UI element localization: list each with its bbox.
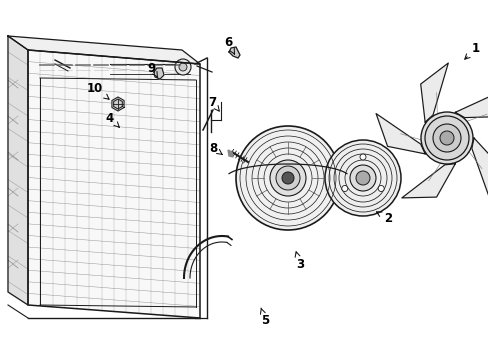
Polygon shape: [228, 47, 240, 58]
Polygon shape: [154, 68, 163, 79]
Text: 9: 9: [147, 62, 157, 77]
Polygon shape: [420, 63, 447, 122]
Text: 6: 6: [224, 36, 234, 54]
Circle shape: [325, 140, 400, 216]
Circle shape: [355, 171, 369, 185]
Circle shape: [275, 166, 299, 190]
Text: 3: 3: [295, 252, 304, 271]
Circle shape: [175, 59, 191, 75]
Circle shape: [377, 185, 384, 192]
Polygon shape: [112, 97, 124, 111]
Text: 10: 10: [87, 81, 109, 99]
Text: 7: 7: [207, 95, 219, 111]
Polygon shape: [454, 96, 488, 118]
Text: 8: 8: [208, 141, 222, 154]
Text: 5: 5: [260, 308, 268, 327]
Circle shape: [432, 124, 460, 152]
Circle shape: [236, 126, 339, 230]
Polygon shape: [401, 164, 454, 198]
Circle shape: [349, 165, 375, 191]
Polygon shape: [227, 150, 232, 157]
Polygon shape: [8, 36, 200, 64]
Polygon shape: [375, 114, 424, 154]
Polygon shape: [28, 50, 200, 318]
Circle shape: [282, 172, 293, 184]
Text: 1: 1: [464, 41, 479, 59]
Circle shape: [179, 63, 186, 71]
Circle shape: [341, 185, 347, 192]
Circle shape: [420, 112, 472, 164]
Polygon shape: [8, 36, 28, 305]
Circle shape: [424, 116, 468, 160]
Text: 2: 2: [376, 212, 391, 225]
Circle shape: [359, 154, 365, 160]
Circle shape: [269, 160, 305, 196]
Circle shape: [439, 131, 453, 145]
Text: 4: 4: [106, 112, 119, 127]
Polygon shape: [471, 138, 488, 199]
